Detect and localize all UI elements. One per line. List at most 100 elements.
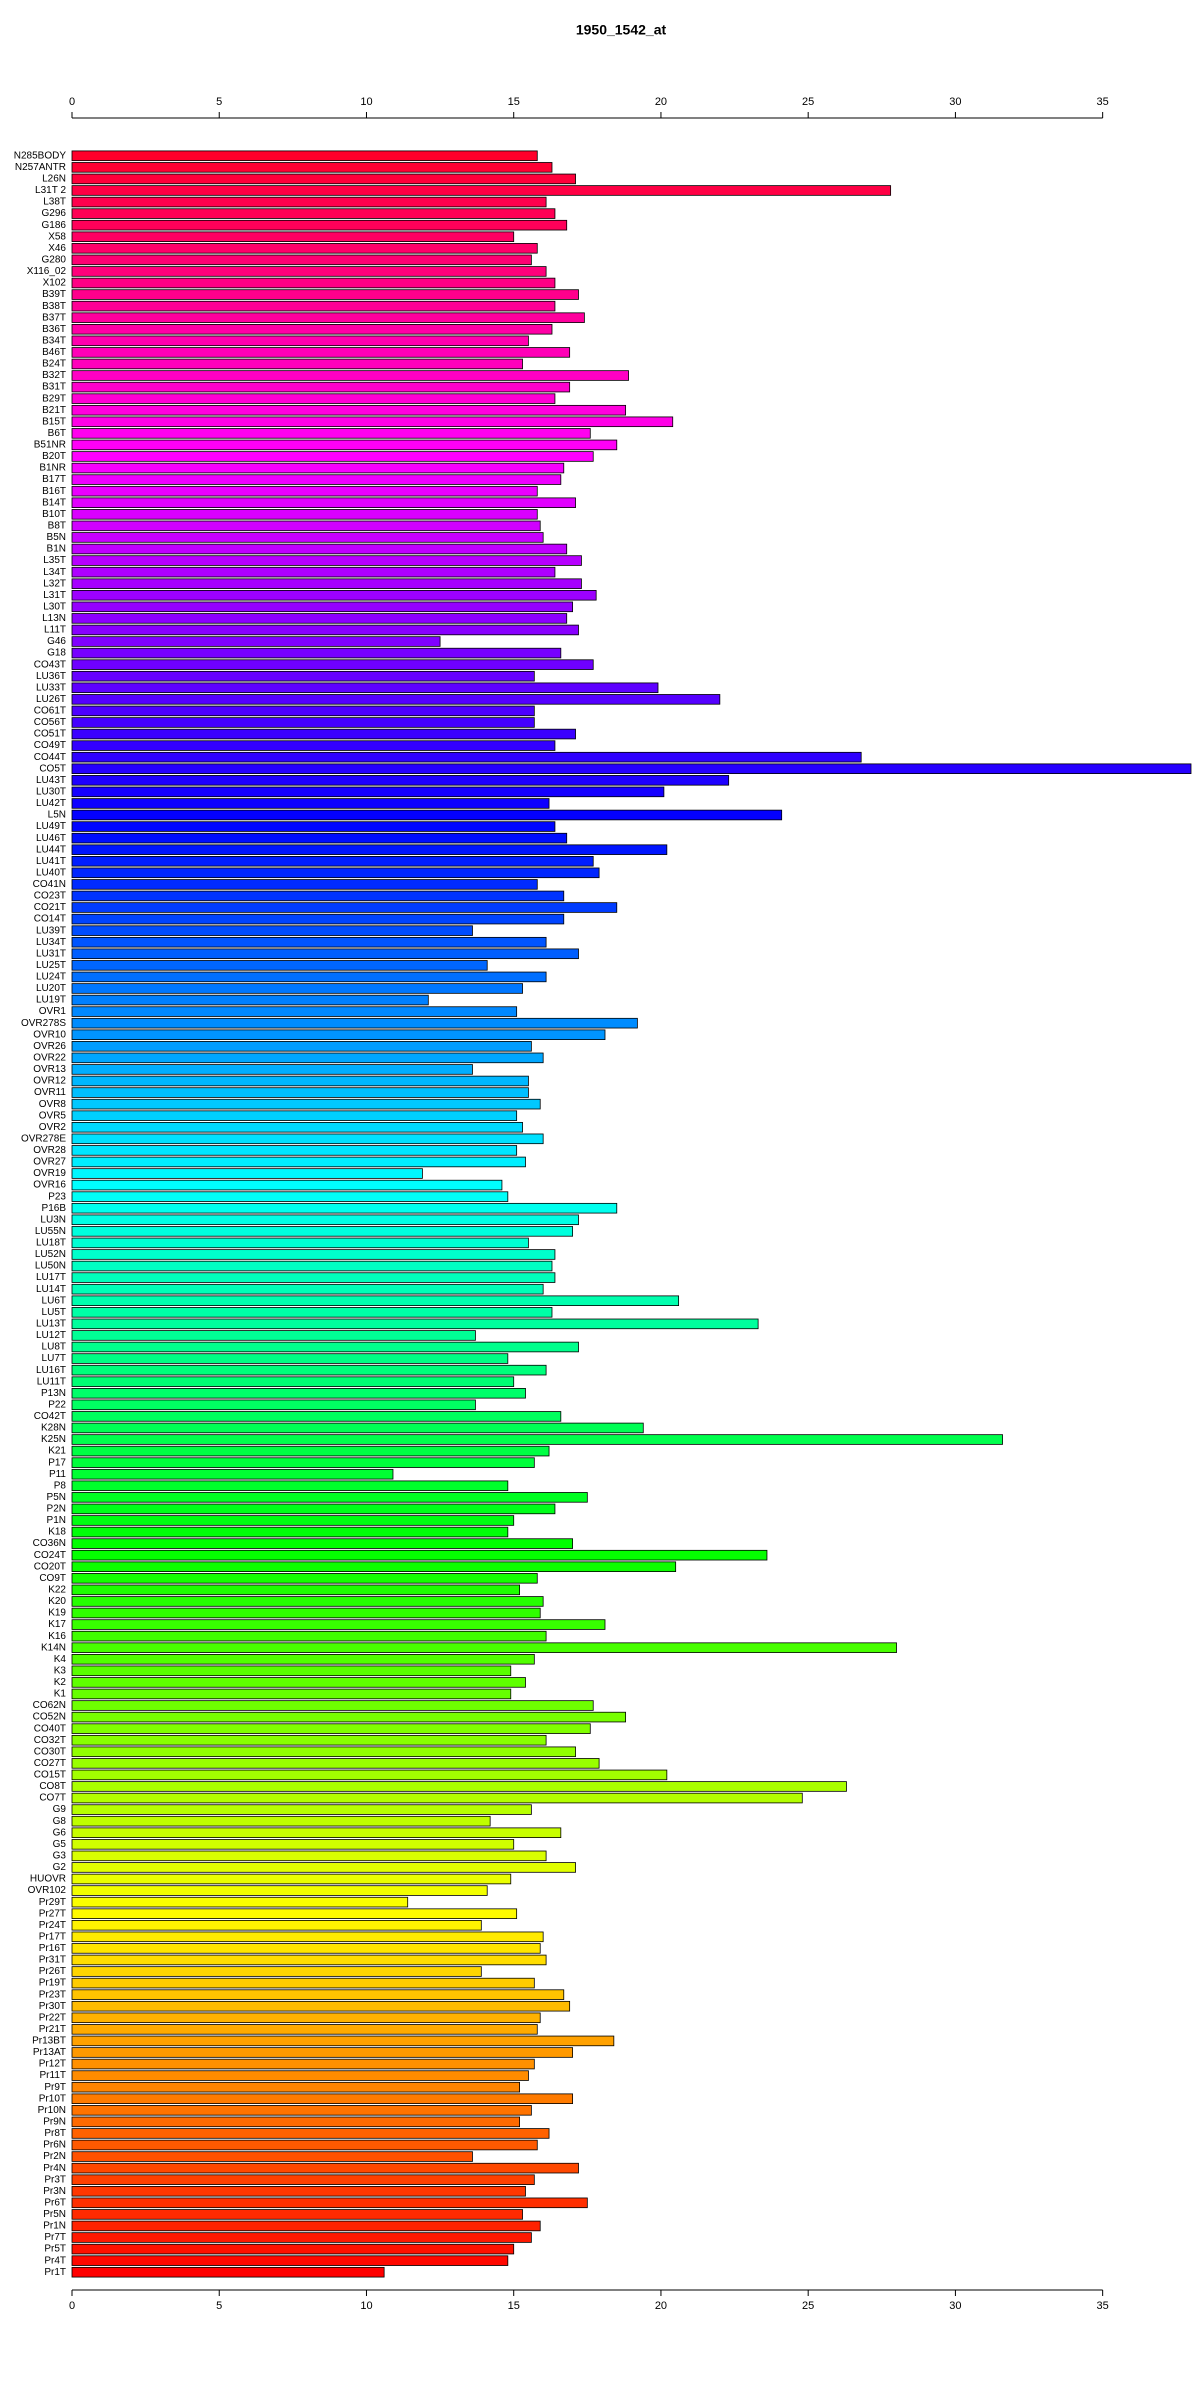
bar: [71, 1260, 553, 1272]
y-tick-label: K21: [48, 1446, 66, 1457]
y-tick-label: Pr5T: [44, 2244, 66, 2255]
bar: [71, 890, 565, 902]
y-tick-label: N285BODY: [14, 150, 67, 161]
bar: [71, 1422, 644, 1434]
y-tick-label: G5: [53, 1839, 67, 1850]
y-tick-label: CO42T: [34, 1411, 66, 1422]
y-tick-label: L34T: [43, 567, 66, 578]
bar: [71, 497, 576, 508]
y-tick-label: LU33T: [36, 682, 66, 693]
y-tick-label: OVR5: [39, 1110, 67, 1121]
y-tick-label: OVR2: [39, 1122, 67, 1133]
bar: [71, 566, 556, 578]
bar: [71, 936, 547, 948]
bar: [71, 1804, 532, 1815]
y-tick-label: OVR278E: [21, 1133, 66, 1144]
y-tick-label: B1N: [47, 544, 66, 555]
bar: [71, 1792, 803, 1804]
x-tick-label: 30: [949, 96, 961, 108]
bar: [71, 1064, 473, 1075]
bar: [71, 543, 568, 555]
bar: [71, 960, 488, 971]
y-tick-label: Pr30T: [39, 2001, 66, 2012]
y-tick-label: P16B: [42, 1203, 67, 1214]
y-tick-label: CO44T: [34, 752, 66, 763]
y-tick-label: OVR19: [33, 1168, 66, 1179]
y-tick-label: OVR27: [33, 1157, 66, 1168]
y-tick-label: Pr19T: [39, 1978, 66, 1989]
y-tick-label: B10T: [42, 509, 66, 520]
bar: [71, 370, 629, 381]
y-tick-label: B31T: [42, 382, 66, 393]
y-tick-label: P22: [48, 1399, 66, 1410]
bar: [71, 1353, 509, 1364]
bar: [71, 2116, 521, 2128]
bar: [71, 300, 556, 312]
y-tick-label: K19: [48, 1608, 66, 1619]
y-tick-label: LU14T: [36, 1284, 66, 1295]
bar: [71, 2209, 523, 2220]
y-tick-label: LU46T: [36, 833, 66, 844]
y-tick-label: B20T: [42, 451, 66, 462]
y-tick-label: B37T: [42, 312, 66, 323]
y-tick-label: K28N: [41, 1423, 66, 1434]
y-tick-label: P5N: [47, 1492, 66, 1503]
bar: [71, 1908, 518, 1919]
y-tick-label: Pr23T: [39, 1989, 66, 2000]
bar: [71, 844, 668, 855]
y-tick-label: Pr26T: [39, 1966, 66, 1977]
x-tick-label: 35: [1097, 2300, 1109, 2312]
bar: [71, 1977, 535, 1989]
bar: [71, 1341, 579, 1353]
bar: [71, 1573, 538, 1584]
bar: [71, 1295, 680, 1306]
y-tick-label: Pr2N: [43, 2151, 66, 2162]
y-tick-label: P17: [48, 1457, 66, 1468]
y-tick-label: Pr12T: [39, 2059, 66, 2070]
y-tick-label: CO61T: [34, 706, 66, 717]
bar: [71, 2128, 550, 2139]
y-tick-label: CO36N: [33, 1538, 66, 1549]
y-tick-label: LU18T: [36, 1238, 66, 1249]
bar: [71, 2012, 541, 2024]
bar: [71, 1492, 588, 1503]
y-tick-label: N257ANTR: [15, 162, 66, 173]
y-tick-label: CO43T: [34, 659, 66, 670]
x-tick-label: 10: [360, 2300, 372, 2312]
bar: [71, 312, 585, 323]
y-tick-label: LU40T: [36, 867, 66, 878]
y-tick-label: B6T: [48, 428, 66, 439]
y-tick-label: LU52N: [35, 1249, 66, 1260]
y-tick-label: LU30T: [36, 787, 66, 798]
bar: [71, 1769, 668, 1781]
y-tick-label: LU16T: [36, 1365, 66, 1376]
bar: [71, 277, 556, 289]
y-tick-label: CO30T: [34, 1746, 66, 1757]
bar: [71, 404, 627, 416]
bar: [71, 520, 541, 532]
y-tick-label: K4: [54, 1654, 67, 1665]
bar: [71, 509, 538, 520]
y-tick-label: Pr11T: [40, 2070, 67, 2081]
bar: [71, 462, 565, 474]
y-tick-label: G46: [47, 636, 66, 647]
bar: [71, 1503, 556, 1515]
bar: [71, 821, 556, 832]
y-tick-label: Pr1N: [43, 2221, 66, 2232]
y-tick-label: L31T: [43, 590, 66, 601]
bar: [71, 243, 538, 254]
x-tick-label: 10: [360, 96, 372, 108]
bar: [71, 2197, 588, 2209]
bar: [71, 1237, 529, 1249]
bar: [71, 381, 571, 393]
bar: [71, 289, 579, 300]
y-tick-label: HUOVR: [30, 1874, 66, 1885]
bar: [71, 728, 576, 740]
y-tick-label: CO51T: [34, 729, 66, 740]
y-tick-label: L30T: [43, 601, 66, 612]
bar: [71, 867, 600, 879]
bar: [71, 1943, 541, 1954]
y-tick-label: G3: [53, 1851, 67, 1862]
y-tick-label: X58: [48, 231, 66, 242]
y-tick-label: B14T: [42, 497, 66, 508]
